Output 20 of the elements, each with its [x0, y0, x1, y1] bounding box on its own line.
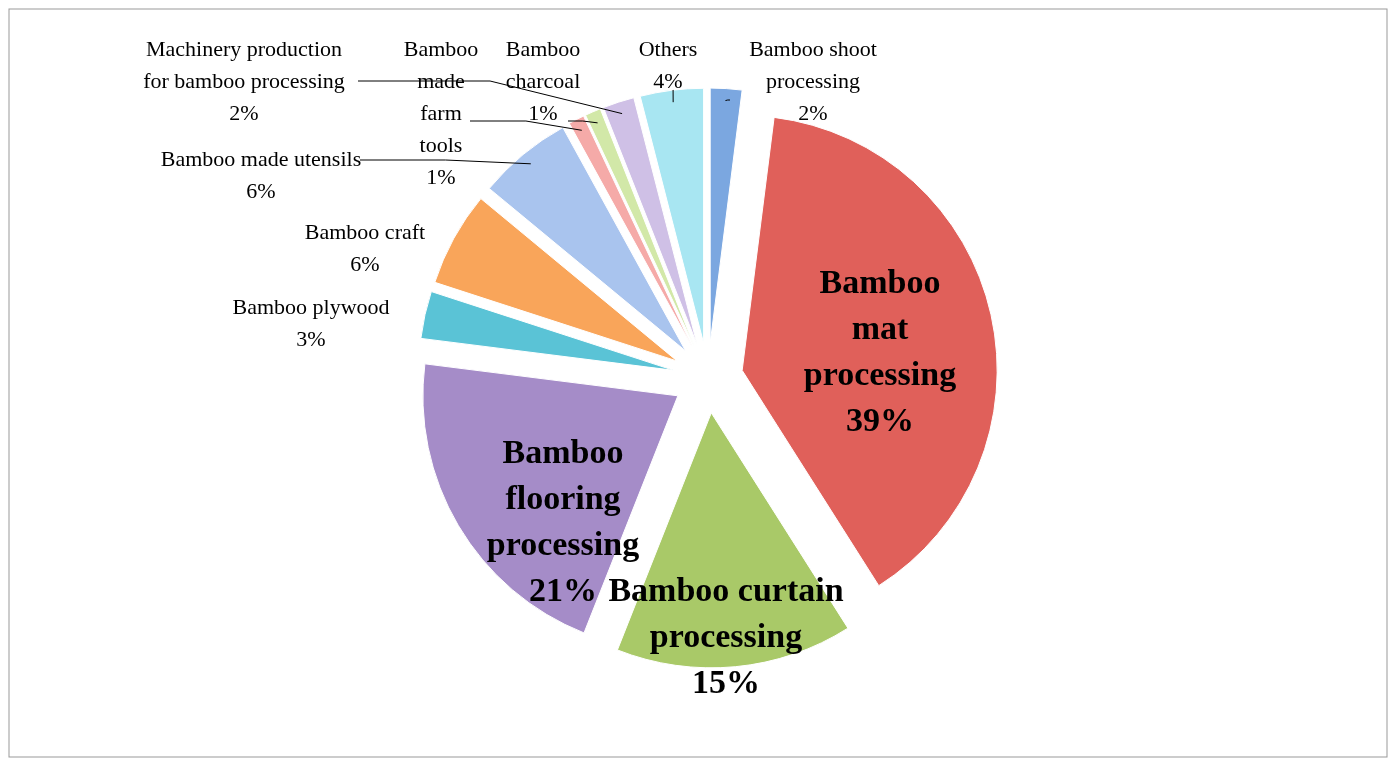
data-label: 4% [653, 68, 683, 93]
data-label: 6% [246, 178, 276, 203]
slice-label: Bamboo made farm tools [403, 36, 479, 157]
data-label: 3% [296, 326, 326, 351]
data-label: 15% [692, 663, 760, 700]
data-label: 2% [229, 100, 259, 125]
slice-label: Machinery production for bamboo processing [143, 36, 345, 93]
data-label: 39% [846, 401, 914, 438]
slice-label: Others [638, 36, 698, 61]
slice-label: Bamboo mat processing [803, 263, 957, 392]
slice-label: Bamboo plywood [232, 294, 390, 319]
data-label: 21% [529, 571, 597, 608]
data-label: 2% [798, 100, 828, 125]
data-label: 6% [350, 251, 380, 276]
data-label: 1% [528, 100, 558, 125]
slice-label: Bamboo craft [304, 219, 426, 244]
data-label: 1% [426, 164, 456, 189]
slice-label: Bamboo shoot processing [749, 36, 877, 93]
slice-label: Bamboo made utensils [160, 146, 362, 171]
slice-label: Bamboo charcoal [505, 36, 581, 93]
